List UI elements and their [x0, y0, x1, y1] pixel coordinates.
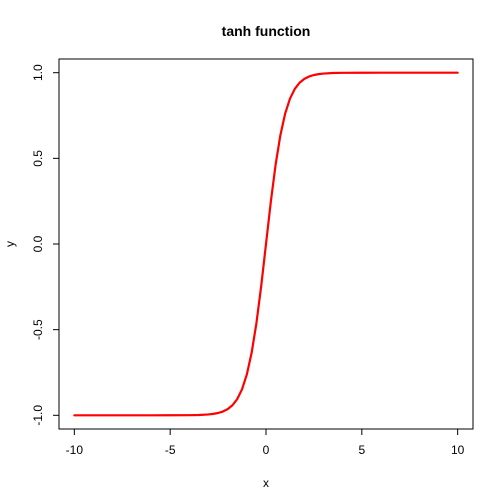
y-axis-label: y — [3, 241, 17, 247]
x-tick-label: 10 — [451, 443, 465, 457]
y-tick-label: 1.0 — [31, 64, 45, 81]
x-tick-label: -5 — [165, 443, 176, 457]
x-tick-label: 0 — [263, 443, 270, 457]
x-tick-label: -10 — [66, 443, 84, 457]
y-tick-label: 0.5 — [31, 150, 45, 167]
x-axis: -10 -5 0 5 10 — [66, 428, 465, 457]
y-tick-label: -0.5 — [31, 319, 45, 340]
tanh-curve — [73, 71, 459, 417]
y-axis: -1.0 -0.5 0.0 0.5 1.0 — [31, 64, 60, 426]
x-tick-label: 5 — [358, 443, 365, 457]
series-layer — [73, 71, 459, 417]
x-axis-label: x — [263, 476, 269, 490]
y-tick-label: -1.0 — [31, 405, 45, 426]
chart-title: tanh function — [222, 23, 311, 39]
y-tick-label: 0.0 — [31, 235, 45, 252]
